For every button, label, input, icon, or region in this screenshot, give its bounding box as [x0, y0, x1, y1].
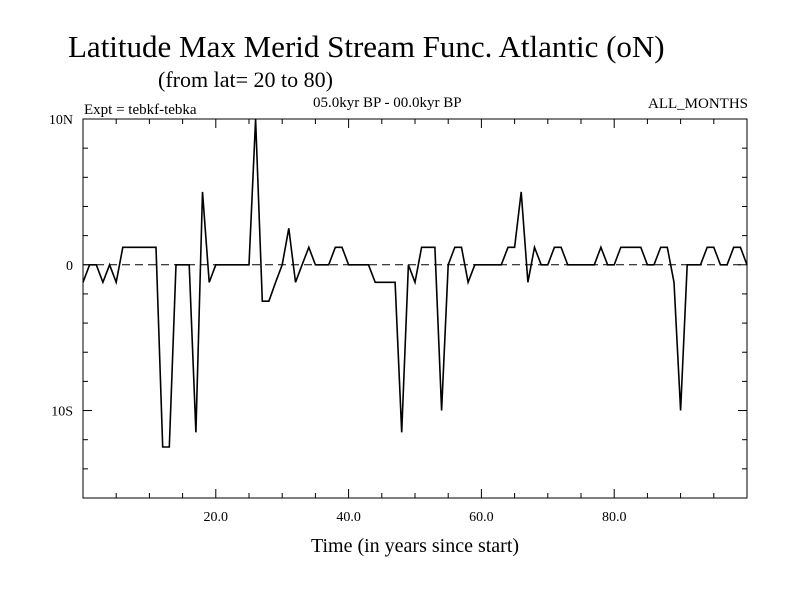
y-tick-label: 0: [66, 259, 73, 274]
time-period-label: 05.0kyr BP - 00.0kyr BP: [313, 95, 462, 111]
x-tick-label: 80.0: [602, 510, 627, 525]
plot-frame: [82, 118, 748, 499]
experiment-label: Expt = tebkf-tebka: [84, 102, 197, 118]
chart-subtitle: (from lat= 20 to 80): [158, 67, 333, 92]
chart-title: Latitude Max Merid Stream Func. Atlantic…: [68, 29, 665, 64]
x-axis-title: Time (in years since start): [311, 535, 519, 557]
series-line: [82, 118, 748, 448]
plot-area: 20.0 40.0 60.0 80.0 10N 0 10S: [49, 113, 748, 525]
x-tick-label: 40.0: [336, 510, 361, 525]
months-label: ALL_MONTHS: [648, 96, 748, 112]
y-tick-label: 10N: [49, 113, 73, 128]
x-tick-label: 60.0: [469, 510, 494, 525]
y-tick-label: 10S: [51, 405, 73, 420]
x-tick-label: 20.0: [204, 510, 229, 525]
